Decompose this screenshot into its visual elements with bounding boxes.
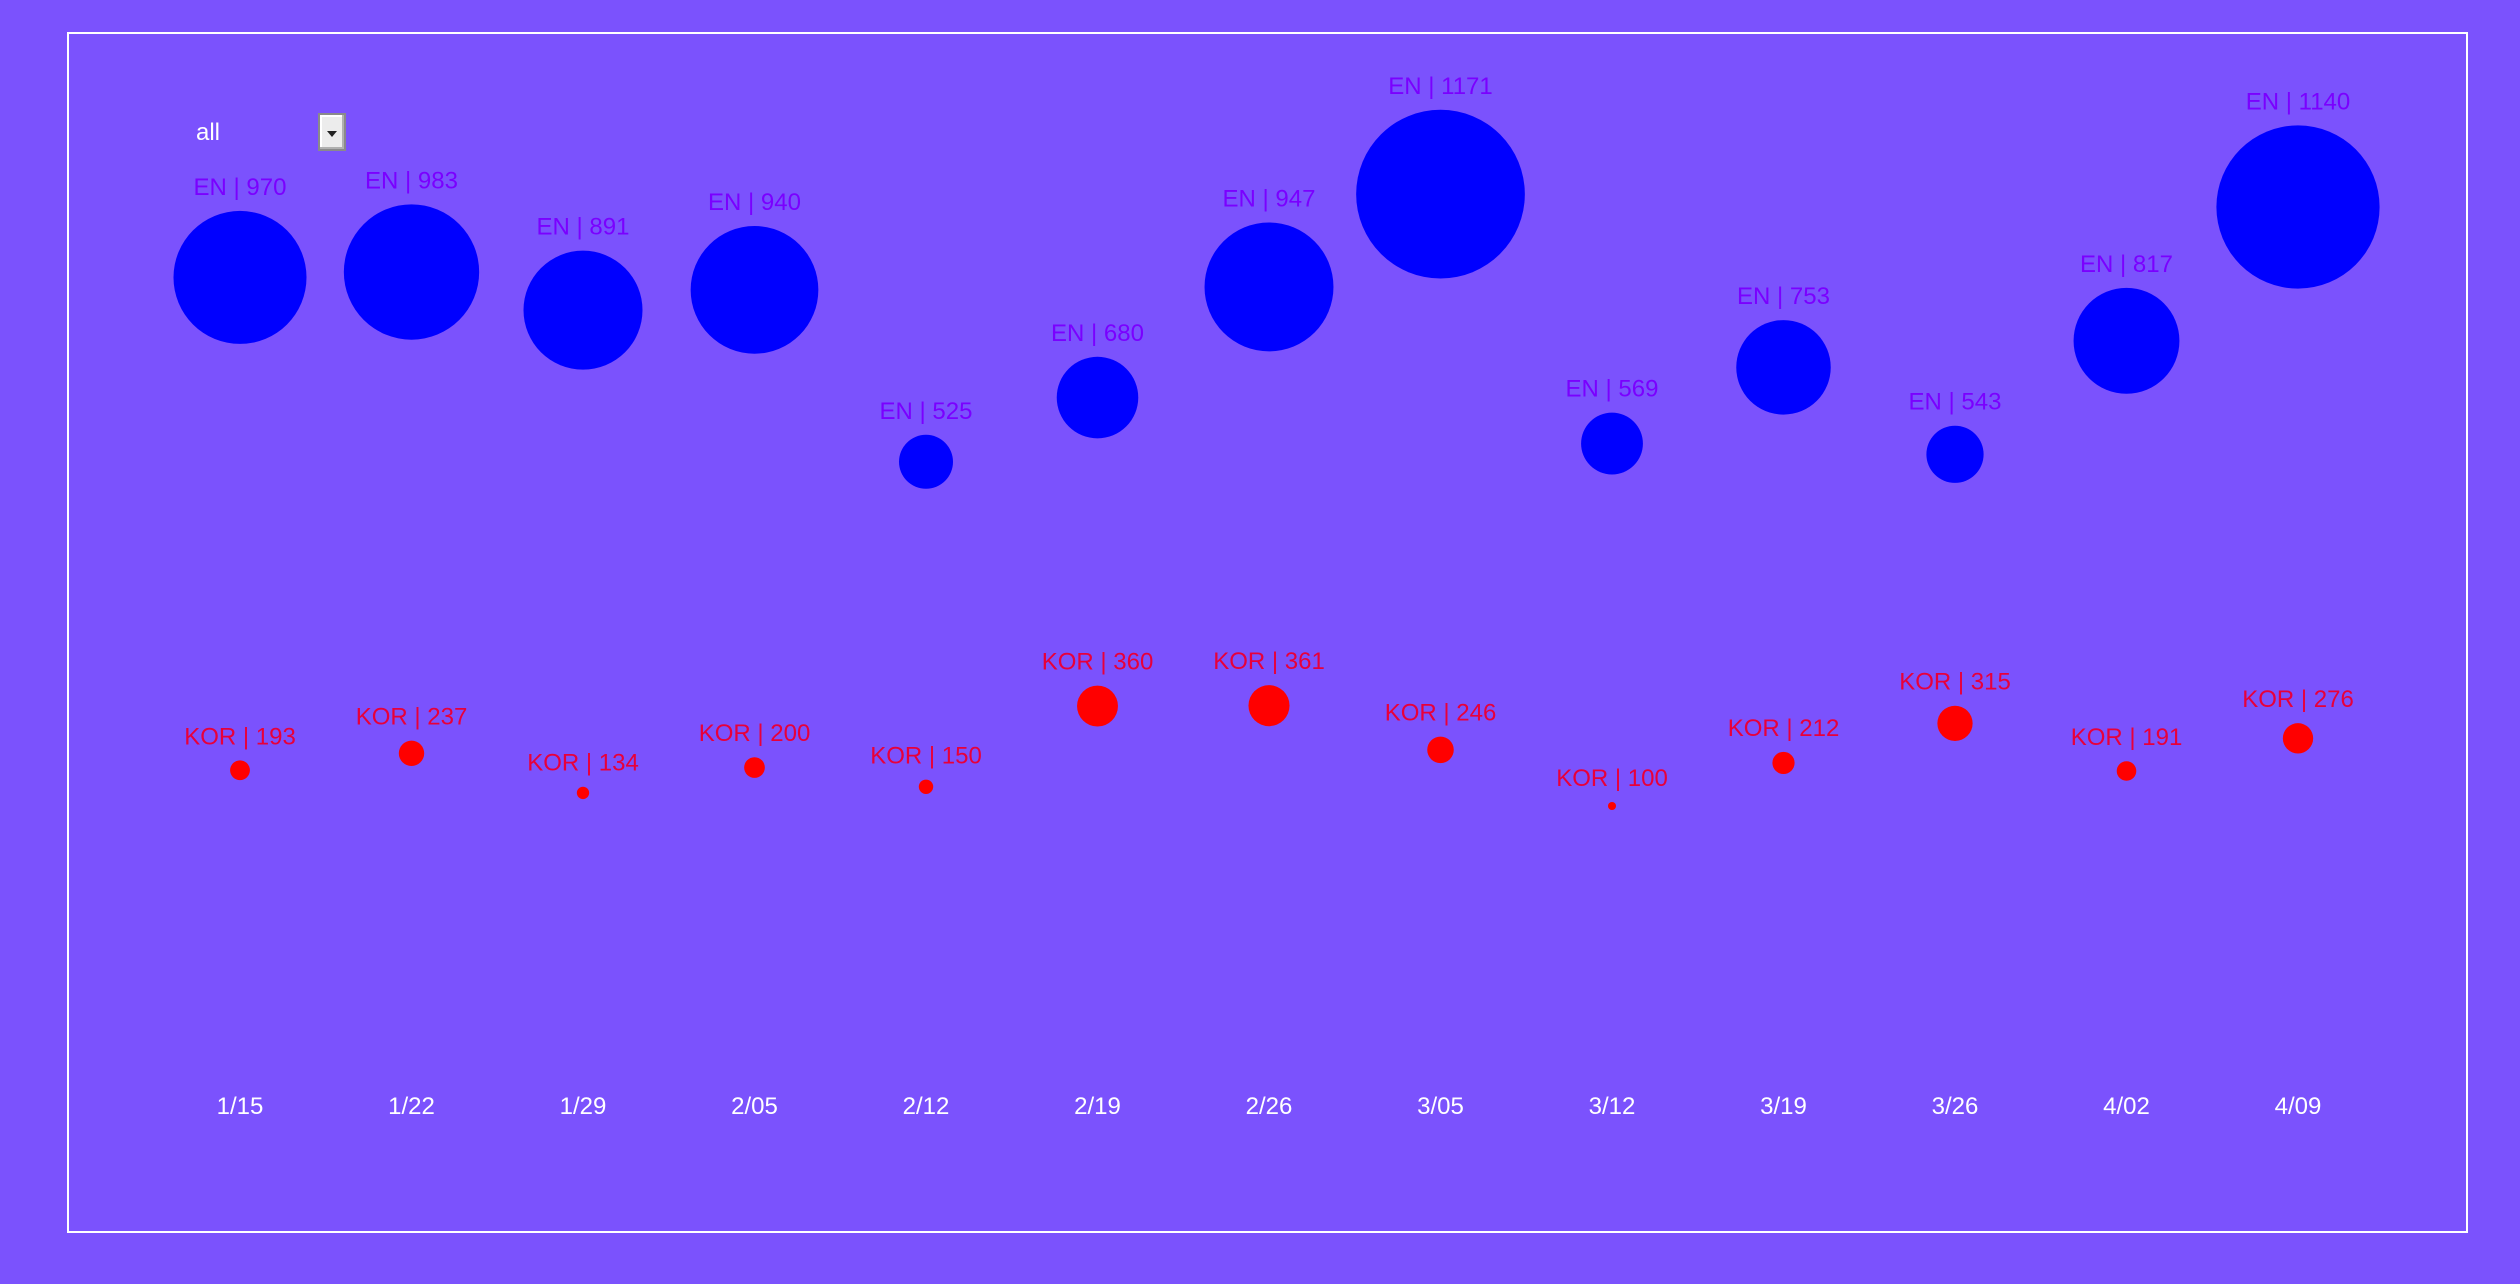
x-tick-label: 2/12: [903, 1093, 950, 1120]
kor-bubble[interactable]: [744, 757, 765, 778]
x-tick-label: 3/05: [1417, 1093, 1464, 1120]
kor-bubble[interactable]: [2282, 723, 2314, 754]
en-data-label: EN | 817: [2080, 251, 2173, 278]
x-tick-label: 1/29: [560, 1093, 607, 1120]
en-data-label: EN | 940: [708, 189, 801, 216]
filter-select-value: all: [196, 119, 221, 146]
en-data-label: EN | 1171: [1388, 73, 1493, 100]
chevron-down-icon[interactable]: [318, 113, 346, 151]
kor-data-label: KOR | 193: [184, 723, 296, 750]
kor-bubble[interactable]: [1772, 751, 1795, 775]
en-data-label: EN | 569: [1566, 376, 1659, 403]
kor-bubble[interactable]: [230, 760, 250, 781]
kor-bubble[interactable]: [918, 779, 934, 794]
en-data-label: EN | 947: [1223, 185, 1316, 212]
en-data-label: EN | 891: [537, 214, 630, 241]
x-tick-label: 4/02: [2103, 1093, 2150, 1120]
kor-bubble[interactable]: [576, 786, 590, 800]
kor-data-label: KOR | 315: [1899, 669, 2011, 696]
x-tick-label: 1/22: [388, 1093, 435, 1120]
en-bubble[interactable]: [2216, 125, 2380, 289]
kor-bubble[interactable]: [1607, 801, 1617, 810]
kor-bubble[interactable]: [1427, 736, 1454, 764]
en-bubble[interactable]: [173, 210, 307, 344]
x-tick-label: 2/19: [1074, 1093, 1121, 1120]
kor-bubble[interactable]: [398, 740, 425, 767]
kor-bubble[interactable]: [2116, 761, 2137, 781]
kor-data-label: KOR | 134: [527, 750, 639, 777]
kor-data-label: KOR | 276: [2242, 686, 2354, 713]
en-bubble[interactable]: [523, 250, 643, 370]
kor-data-label: KOR | 212: [1728, 715, 1840, 742]
en-data-label: EN | 970: [194, 174, 287, 201]
kor-data-label: KOR | 100: [1556, 765, 1668, 792]
chart-frame: [67, 32, 2468, 1233]
x-tick-label: 1/15: [217, 1093, 264, 1120]
en-data-label: EN | 680: [1051, 320, 1144, 347]
en-bubble[interactable]: [1926, 425, 1984, 483]
en-bubble[interactable]: [690, 226, 819, 354]
kor-bubble[interactable]: [1937, 705, 1973, 741]
en-data-label: EN | 983: [365, 167, 458, 194]
en-bubble[interactable]: [343, 204, 480, 340]
en-bubble[interactable]: [1356, 109, 1525, 279]
en-data-label: EN | 543: [1909, 389, 2002, 416]
en-bubble[interactable]: [898, 434, 954, 489]
en-bubble[interactable]: [1581, 412, 1643, 475]
x-tick-label: 2/26: [1246, 1093, 1293, 1120]
en-data-label: EN | 525: [880, 398, 973, 425]
x-tick-label: 3/26: [1932, 1093, 1979, 1120]
kor-data-label: KOR | 360: [1042, 649, 1154, 676]
kor-data-label: KOR | 191: [2071, 724, 2183, 751]
kor-data-label: KOR | 246: [1385, 700, 1497, 727]
en-bubble[interactable]: [1204, 222, 1334, 352]
kor-bubble[interactable]: [1248, 685, 1290, 727]
x-tick-label: 2/05: [731, 1093, 778, 1120]
en-data-label: EN | 753: [1737, 283, 1830, 310]
en-bubble[interactable]: [2073, 287, 2180, 394]
x-tick-label: 4/09: [2275, 1093, 2322, 1120]
kor-data-label: KOR | 361: [1213, 648, 1325, 675]
kor-data-label: KOR | 237: [356, 704, 468, 731]
en-bubble[interactable]: [1056, 356, 1139, 439]
filter-select[interactable]: all: [196, 113, 350, 153]
kor-data-label: KOR | 150: [870, 743, 982, 770]
kor-bubble[interactable]: [1077, 685, 1118, 727]
x-tick-label: 3/19: [1760, 1093, 1807, 1120]
en-bubble[interactable]: [1736, 320, 1831, 415]
en-data-label: EN | 1140: [2246, 88, 2351, 115]
x-tick-label: 3/12: [1589, 1093, 1636, 1120]
kor-data-label: KOR | 200: [699, 720, 811, 747]
